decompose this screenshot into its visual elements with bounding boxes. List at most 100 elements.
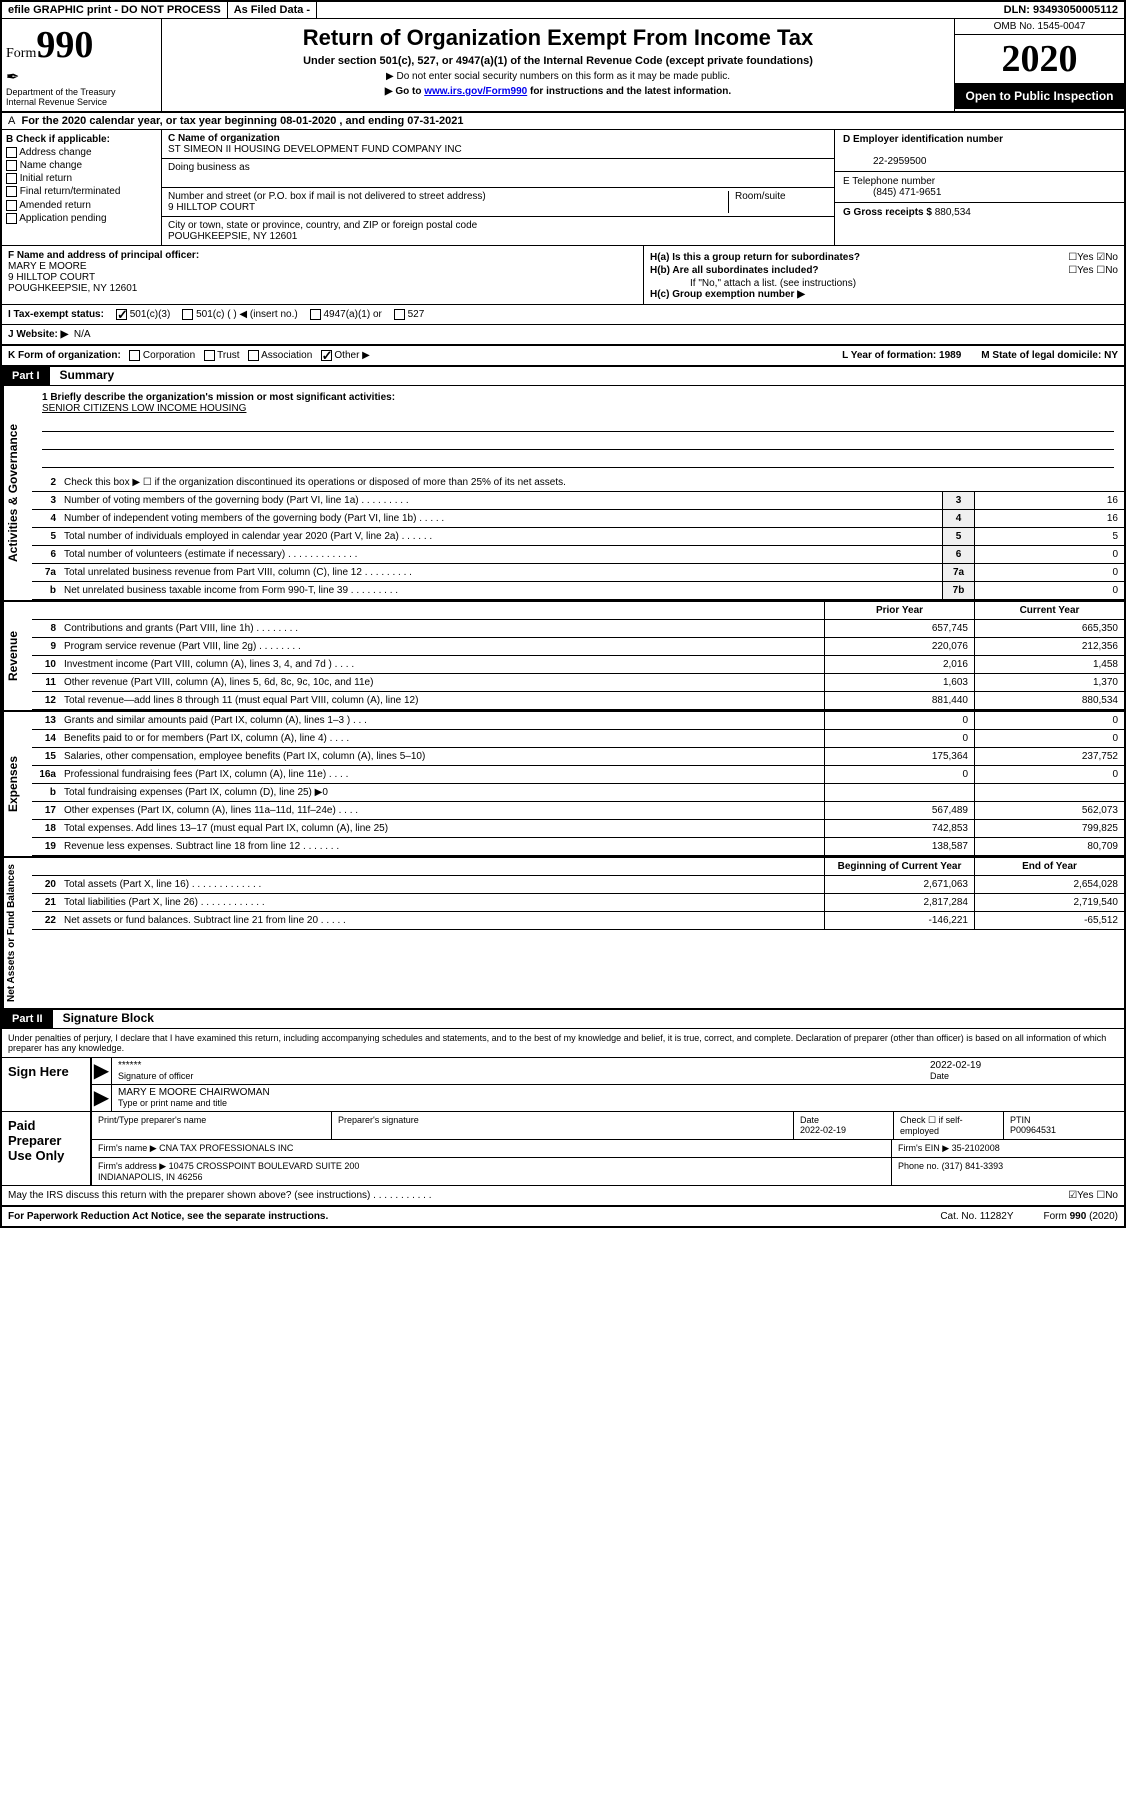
- ptin: P00964531: [1010, 1125, 1056, 1135]
- col-c: C Name of organizationST SIMEON II HOUSI…: [162, 130, 834, 245]
- side-governance: Activities & Governance: [2, 386, 32, 600]
- form-word: Form: [6, 46, 36, 61]
- exp-line-17: 17Other expenses (Part IX, column (A), l…: [32, 802, 1124, 820]
- chk-address: Address change: [6, 147, 157, 158]
- org-name: ST SIMEON II HOUSING DEVELOPMENT FUND CO…: [168, 144, 462, 155]
- rev-line-9: 9Program service revenue (Part VIII, lin…: [32, 638, 1124, 656]
- firm-phone: (317) 841-3393: [942, 1161, 1004, 1171]
- header: Form990 ✒ Department of the Treasury Int…: [2, 19, 1124, 113]
- firm-name: CNA TAX PROFESSIONALS INC: [159, 1143, 293, 1153]
- side-expenses: Expenses: [2, 712, 32, 856]
- form-990-page: efile GRAPHIC print - DO NOT PROCESS As …: [0, 0, 1126, 1228]
- part-ii-header: Part IISignature Block: [2, 1008, 1124, 1029]
- rev-line-10: 10Investment income (Part VIII, column (…: [32, 656, 1124, 674]
- year-formation: L Year of formation: 1989: [842, 350, 961, 361]
- dept: Department of the Treasury: [6, 87, 157, 97]
- street: 9 HILLTOP COURT: [168, 202, 255, 213]
- revenue-block: Revenue Prior YearCurrent Year 8Contribu…: [2, 600, 1124, 710]
- website: N/A: [74, 329, 91, 340]
- netassets-block: Net Assets or Fund Balances Beginning of…: [2, 856, 1124, 1008]
- form-ref: Form 990 (2020): [1044, 1211, 1118, 1222]
- hb-yn: ☐Yes ☐No: [1068, 265, 1118, 276]
- line6-val: 0: [974, 546, 1124, 563]
- chk-name: Name change: [6, 160, 157, 171]
- chk-assoc[interactable]: [248, 350, 259, 361]
- chk-501c[interactable]: [182, 309, 193, 320]
- cat-no: Cat. No. 11282Y: [940, 1211, 1013, 1222]
- row-i: I Tax-exempt status: 501(c)(3) 501(c) ( …: [2, 305, 1124, 325]
- irs: Internal Revenue Service: [6, 97, 157, 107]
- top-bar: efile GRAPHIC print - DO NOT PROCESS As …: [2, 2, 1124, 19]
- col-b: B Check if applicable: Address change Na…: [2, 130, 162, 245]
- rev-line-11: 11Other revenue (Part VIII, column (A), …: [32, 674, 1124, 692]
- mission: 1 Briefly describe the organization's mi…: [32, 386, 1124, 474]
- chk-amended: Amended return: [6, 200, 157, 211]
- net-line-22: 22Net assets or fund balances. Subtract …: [32, 912, 1124, 930]
- form-number: 990: [36, 24, 93, 66]
- col-d: D Employer identification number22-29595…: [834, 130, 1124, 245]
- open-public: Open to Public Inspection: [955, 83, 1124, 109]
- exp-line-16a: 16aProfessional fundraising fees (Part I…: [32, 766, 1124, 784]
- line7b-val: 0: [974, 582, 1124, 599]
- header-right: OMB No. 1545-0047 2020 Open to Public In…: [954, 19, 1124, 111]
- side-netassets: Net Assets or Fund Balances: [2, 858, 32, 1008]
- firm-ein: 35-2102008: [952, 1143, 1000, 1153]
- dln: DLN: 93493050005112: [998, 2, 1124, 18]
- chk-527[interactable]: [394, 309, 405, 320]
- line5-val: 5: [974, 528, 1124, 545]
- header-center: Return of Organization Exempt From Incom…: [162, 19, 954, 111]
- side-revenue: Revenue: [2, 602, 32, 710]
- chk-corp[interactable]: [129, 350, 140, 361]
- chk-other[interactable]: [321, 350, 332, 361]
- prep-date: 2022-02-19: [800, 1125, 846, 1135]
- section-fh: F Name and address of principal officer:…: [2, 246, 1124, 305]
- officer-name: MARY E MOORE: [8, 261, 87, 272]
- note1: ▶ Do not enter social security numbers o…: [168, 71, 948, 82]
- discuss-row: May the IRS discuss this return with the…: [2, 1186, 1124, 1206]
- exp-line-b: bTotal fundraising expenses (Part IX, co…: [32, 784, 1124, 802]
- header-left: Form990 ✒ Department of the Treasury Int…: [2, 19, 162, 111]
- governance-block: Activities & Governance 1 Briefly descri…: [2, 386, 1124, 600]
- exp-line-18: 18Total expenses. Add lines 13–17 (must …: [32, 820, 1124, 838]
- col-h: H(a) Is this a group return for subordin…: [644, 246, 1124, 304]
- net-line-20: 20Total assets (Part X, line 16) . . . .…: [32, 876, 1124, 894]
- line3-val: 16: [974, 492, 1124, 509]
- irs-link[interactable]: www.irs.gov/Form990: [424, 86, 527, 97]
- state-domicile: M State of legal domicile: NY: [981, 350, 1118, 361]
- col-f: F Name and address of principal officer:…: [2, 246, 644, 304]
- paid-preparer-row: Paid Preparer Use Only Print/Type prepar…: [2, 1112, 1124, 1186]
- rev-line-8: 8Contributions and grants (Part VIII, li…: [32, 620, 1124, 638]
- section-bcd: B Check if applicable: Address change Na…: [2, 130, 1124, 246]
- ha-yn: ☐Yes ☑No: [1068, 252, 1118, 263]
- row-j: J Website: ▶ N/A: [2, 325, 1124, 346]
- chk-4947[interactable]: [310, 309, 321, 320]
- ein: 22-2959500: [843, 156, 926, 167]
- row-k: K Form of organization: Corporation Trus…: [2, 346, 1124, 367]
- omb: OMB No. 1545-0047: [955, 19, 1124, 35]
- officer-sig-name: MARY E MOORE CHAIRWOMAN: [118, 1087, 270, 1098]
- perjury-text: Under penalties of perjury, I declare th…: [2, 1029, 1124, 1057]
- tax-year: 2020: [955, 35, 1124, 83]
- line4-val: 16: [974, 510, 1124, 527]
- sign-date: 2022-02-19: [930, 1060, 981, 1071]
- chk-final: Final return/terminated: [6, 186, 157, 197]
- col-b-label: B Check if applicable:: [6, 134, 157, 145]
- exp-line-19: 19Revenue less expenses. Subtract line 1…: [32, 838, 1124, 856]
- chk-initial: Initial return: [6, 173, 157, 184]
- chk-501c3[interactable]: [116, 309, 127, 320]
- net-line-21: 21Total liabilities (Part X, line 26) . …: [32, 894, 1124, 912]
- chk-trust[interactable]: [204, 350, 215, 361]
- part-i-header: Part ISummary: [2, 367, 1124, 386]
- gross-receipts: 880,534: [935, 207, 971, 218]
- exp-line-13: 13Grants and similar amounts paid (Part …: [32, 712, 1124, 730]
- sign-here-row: Sign Here ▶ ******Signature of officer 2…: [2, 1057, 1124, 1112]
- exp-line-15: 15Salaries, other compensation, employee…: [32, 748, 1124, 766]
- rev-line-12: 12Total revenue—add lines 8 through 11 (…: [32, 692, 1124, 710]
- form-title: Return of Organization Exempt From Incom…: [168, 25, 948, 51]
- efile-notice: efile GRAPHIC print - DO NOT PROCESS: [2, 2, 228, 18]
- note2: ▶ Go to www.irs.gov/Form990 for instruct…: [168, 86, 948, 97]
- expenses-block: Expenses 13Grants and similar amounts pa…: [2, 710, 1124, 856]
- discuss-yn: ☑Yes ☐No: [1068, 1190, 1118, 1201]
- chk-pending: Application pending: [6, 213, 157, 224]
- telephone: (845) 471-9651: [843, 187, 941, 198]
